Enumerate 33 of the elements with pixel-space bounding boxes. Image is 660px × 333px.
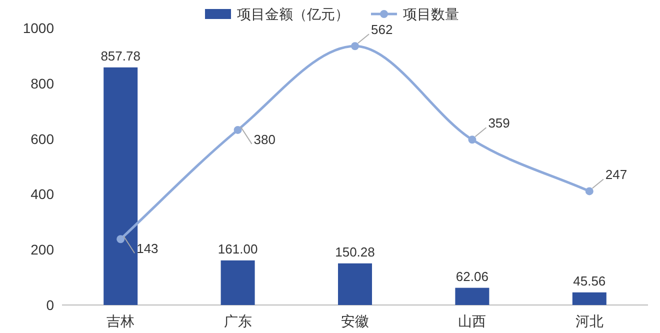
data-label: 247 [605,167,628,182]
x-tick-label: 山西 [458,313,486,329]
x-tick-label: 吉林 [106,313,135,329]
x-tick-label: 安徽 [341,313,369,329]
data-label: 62.06 [456,268,488,284]
y-tick-label: 800 [30,75,54,92]
data-label: 161.00 [218,241,258,256]
data-label: 380 [254,132,276,147]
y-tick-label: 1000 [22,20,54,36]
data-label: 359 [488,116,510,131]
y-tick-label: 400 [30,186,54,202]
point [468,136,476,144]
x-tick-label: 河北 [575,313,604,329]
point [351,42,359,50]
y-tick-label: 600 [30,130,54,147]
x-tick-label: 广东 [224,313,252,329]
point [234,126,242,134]
y-tick-label: 0 [46,297,54,313]
bar [338,263,372,305]
legend-label: 项目金额（亿元） [237,6,349,22]
data-label: 150.28 [335,244,375,260]
bar [220,260,255,305]
data-label: 562 [371,22,393,38]
data-label: 45.56 [573,273,606,288]
point [585,187,594,196]
bar [572,292,606,305]
data-label: 857.78 [100,48,140,64]
legend-label: 项目数量 [403,6,459,22]
bar [455,288,490,305]
point [116,235,125,244]
y-tick-label: 200 [30,242,54,258]
data-label: 143 [136,241,158,256]
bar [104,67,138,305]
